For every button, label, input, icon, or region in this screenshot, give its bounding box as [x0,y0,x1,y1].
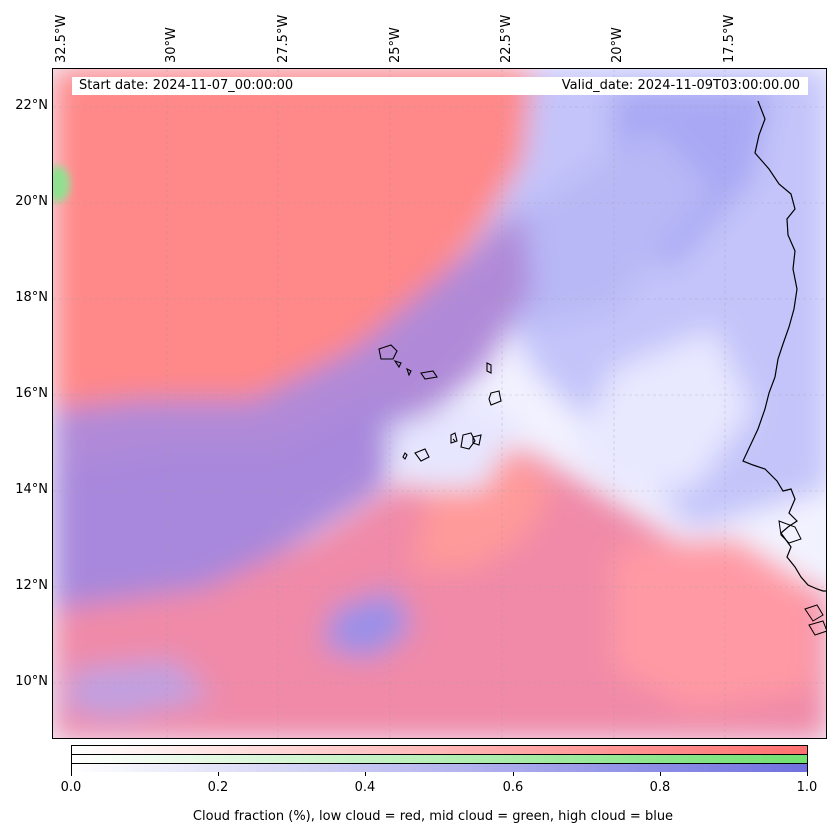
colorbar-high-cloud [72,764,807,772]
lat-label: 12°N [15,578,48,593]
lat-label: 18°N [15,290,48,305]
colorbar-tick [807,772,808,776]
colorbar-tick [660,772,661,776]
colorbar-tick-label: 0.0 [60,780,82,795]
lon-label: 20°W [610,27,625,63]
colorbar-tick-label: 1.0 [796,780,818,795]
graticule [53,69,826,738]
colorbar-tick [513,772,514,776]
valid-date-label: Valid_date: 2024-11-09T03:00:00.00 [561,78,800,93]
bijagos-islands [804,604,826,636]
lat-label: 14°N [15,482,48,497]
colorbar-mid-cloud [72,755,807,764]
lon-label: 17.5°W [722,14,737,63]
start-date-label: Start date: 2024-11-07_00:00:00 [79,78,294,93]
cape-verde-islands [378,344,502,462]
africa-coastline [742,100,826,592]
lon-label: 22.5°W [499,14,514,63]
map-canvas [53,69,826,738]
colorbar-tick-label: 0.8 [649,780,671,795]
colorbar-tick [218,772,219,776]
colorbar [71,745,808,772]
lon-label: 27.5°W [276,14,291,63]
colorbar-tick-label: 0.4 [354,780,376,795]
lat-label: 16°N [15,386,48,401]
colorbar-low-cloud [72,746,807,755]
lat-label: 22°N [15,98,48,113]
colorbar-tick [365,772,366,776]
lon-label: 25°W [388,27,403,63]
coast-detail [778,520,802,544]
date-strip [72,77,808,95]
cloud-fraction-map [52,68,827,739]
lon-label: 30°W [164,27,179,63]
colorbar-tick-label: 0.6 [502,780,524,795]
colorbar-tick [71,772,72,776]
lat-label: 10°N [15,674,48,689]
lon-label: 32.5°W [54,14,69,63]
lat-label: 20°N [15,194,48,209]
cloud-layers [53,69,826,738]
mid-cloud-patch [53,166,70,202]
colorbar-caption: Cloud fraction (%), low cloud = red, mid… [192,809,674,824]
colorbar-tick-label: 0.2 [207,780,229,795]
